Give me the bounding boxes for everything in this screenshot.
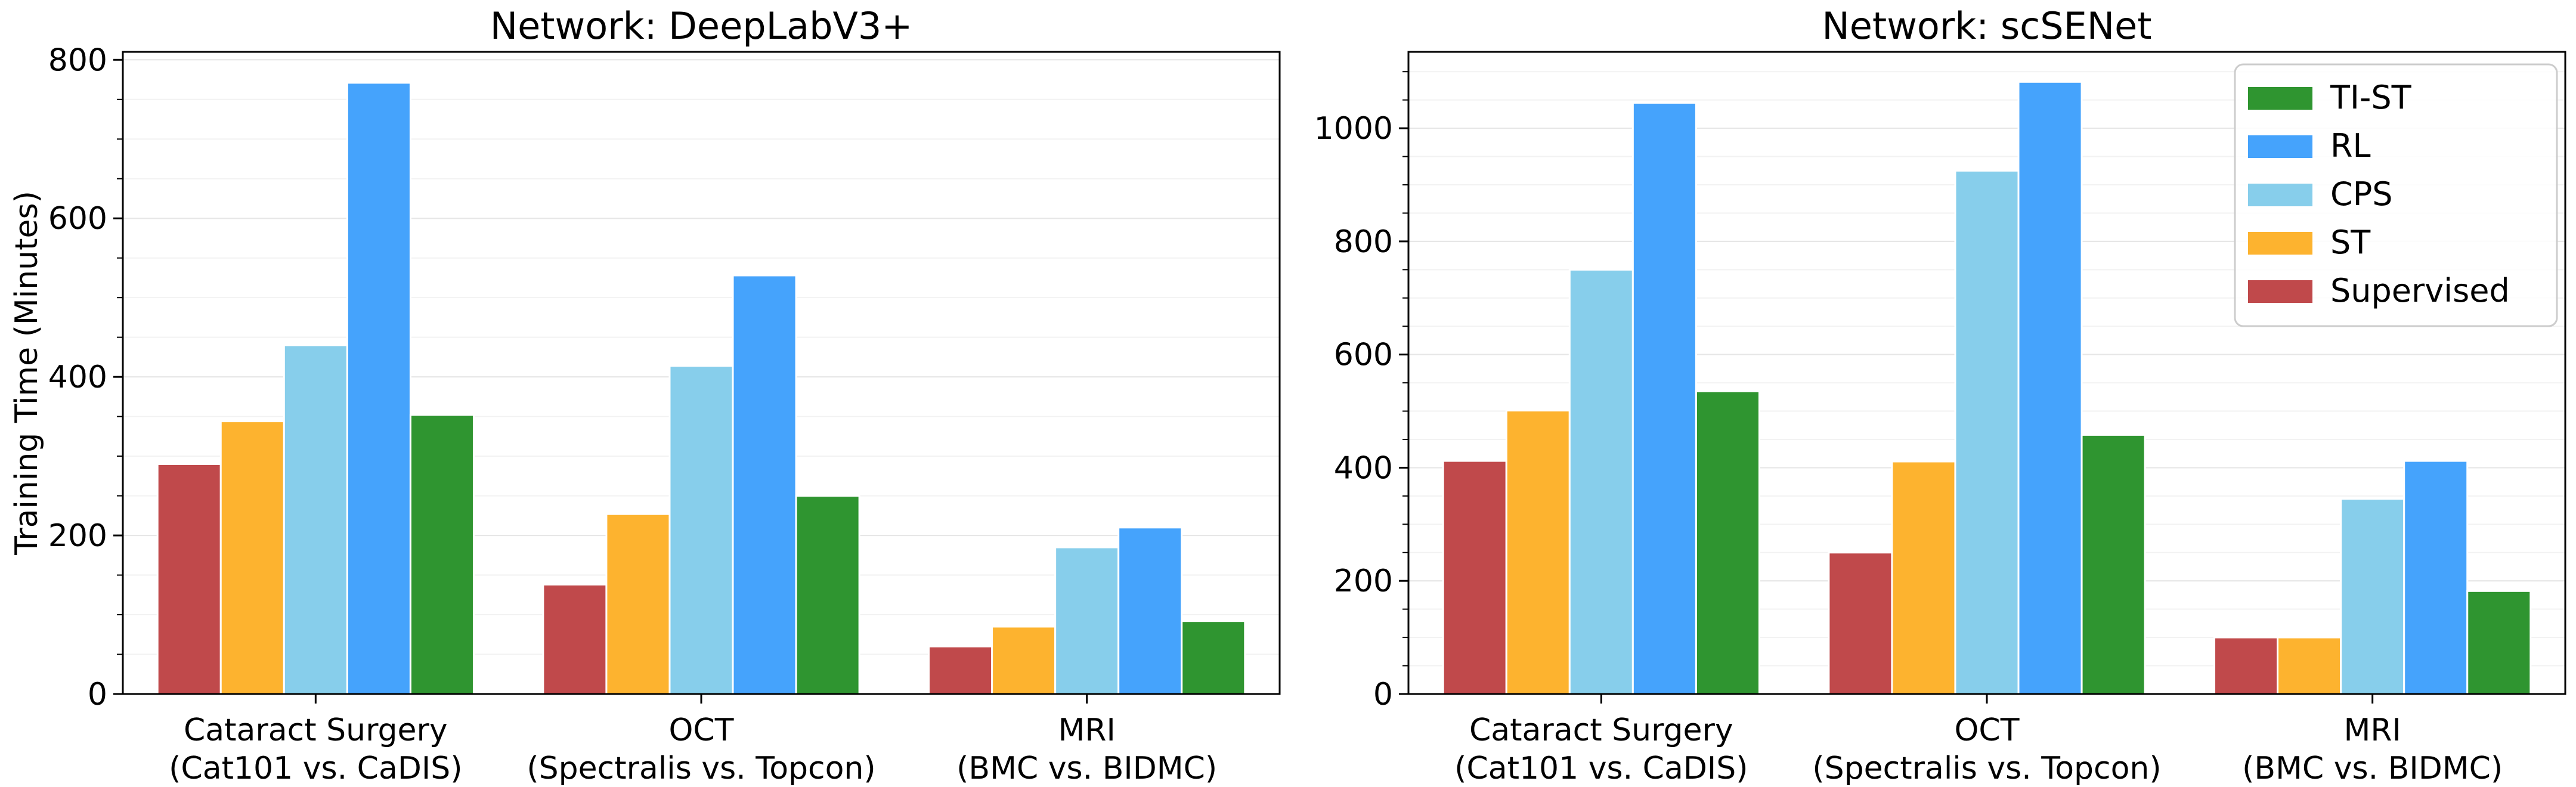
bar-rl-3 (1117, 526, 1183, 695)
legend-label-cps: CPS (2330, 175, 2393, 213)
legend-swatch-st (2248, 232, 2312, 255)
chart-panel-1: 0 200 400 600 800 Cataract Surgery(Cat101 vs.… (9, 4, 1281, 786)
y-tick-label: 600 (48, 201, 107, 237)
bar-cps-1 (283, 344, 348, 695)
bar-supervised-2 (542, 584, 608, 695)
legend-label-supervised: Supervised (2330, 272, 2510, 309)
bar-cps-2 (668, 365, 734, 695)
bar-supervised-1 (156, 463, 222, 695)
y-tick-label: 400 (1334, 450, 1393, 486)
y-tick-label: 1000 (1314, 111, 1393, 147)
legend-label-st: ST (2330, 224, 2371, 261)
bar-ti-st-1 (1695, 390, 1760, 695)
x-tick-label: (Spectralis vs. Topcon) (527, 751, 875, 786)
bar-rl-3 (2403, 460, 2469, 695)
y-tick-label: 200 (1334, 563, 1393, 599)
bar-rl-2 (2017, 80, 2083, 695)
legend-box (2234, 63, 2558, 327)
bar-ti-st-3 (2466, 590, 2532, 695)
y-tick-label: 800 (48, 42, 107, 78)
y-tick-label: 200 (48, 518, 107, 554)
x-tick-label: Cataract Surgery (1469, 712, 1733, 748)
legend-label-rl: RL (2330, 127, 2371, 165)
bar-ti-st-1 (409, 414, 475, 695)
bar-cps-3 (2340, 498, 2405, 695)
x-tick-label: (BMC vs. BIDMC) (2242, 751, 2503, 786)
bar-ti-st-3 (1181, 620, 1246, 695)
bar-rl-2 (732, 274, 797, 695)
bar-cps-1 (1568, 268, 1634, 695)
bar-st-2 (605, 513, 671, 695)
bar-st-1 (1505, 410, 1571, 695)
bar-st-1 (219, 420, 285, 695)
bar-rl-1 (1631, 101, 1697, 695)
chart-title: Network: DeepLabV3+ (490, 4, 913, 48)
chart-title: Network: scSENet (1822, 4, 2151, 48)
x-tick-label: MRI (2343, 712, 2401, 748)
legend-swatch-supervised (2248, 280, 2312, 303)
legend-label-ti-st: TI-ST (2330, 79, 2412, 116)
x-tick-label: (Cat101 vs. CaDIS) (169, 751, 462, 786)
bar-cps-2 (1954, 169, 2020, 695)
legend-swatch-rl (2248, 135, 2312, 158)
chart-panel-2: 0 200 400 600 800 1000 Cataract Surgery(Cat101… (1314, 4, 2566, 786)
y-tick-label: 400 (48, 360, 107, 395)
bar-rl-1 (346, 82, 411, 695)
y-tick-label: 600 (1334, 337, 1393, 373)
bar-st-3 (991, 625, 1057, 695)
bar-ti-st-2 (2080, 433, 2146, 695)
bar-st-2 (1891, 460, 1956, 695)
x-tick-label: OCT (1954, 712, 2019, 748)
bar-st-3 (2277, 636, 2342, 695)
x-tick-label: OCT (668, 712, 733, 748)
x-tick-label: Cataract Surgery (184, 712, 448, 748)
x-tick-label: (Spectralis vs. Topcon) (1812, 751, 2161, 786)
y-tick-label: 0 (88, 677, 107, 712)
bar-supervised-2 (1828, 551, 1893, 695)
bar-cps-3 (1054, 546, 1120, 695)
x-tick-label: (Cat101 vs. CaDIS) (1454, 751, 1748, 786)
bar-supervised-3 (928, 645, 993, 695)
y-axis-label: Training Time (Minutes) (9, 191, 45, 556)
legend: TI-ST RL CPS ST Supervised (2234, 63, 2558, 327)
y-tick-label: 800 (1334, 224, 1393, 260)
x-tick-label: (BMC vs. BIDMC) (956, 751, 1217, 786)
bar-ti-st-2 (795, 495, 860, 695)
bar-supervised-1 (1442, 460, 1507, 695)
y-tick-label: 0 (1373, 677, 1393, 712)
x-tick-label: MRI (1058, 712, 1115, 748)
bar-supervised-3 (2213, 636, 2279, 695)
legend-swatch-ti-st (2248, 87, 2312, 110)
legend-swatch-cps (2248, 184, 2312, 206)
